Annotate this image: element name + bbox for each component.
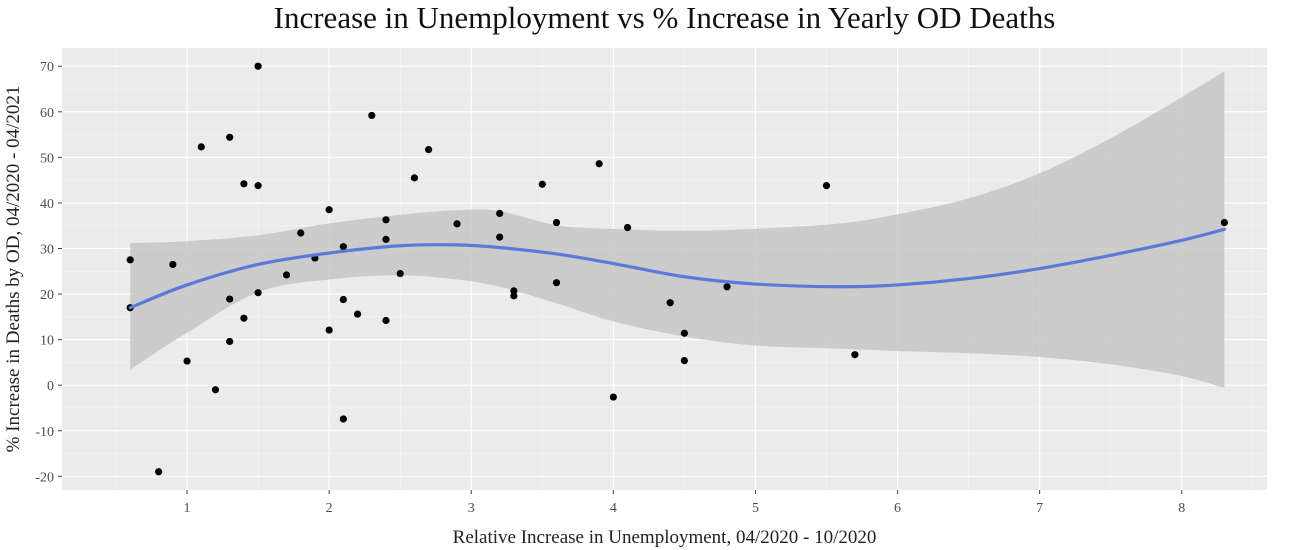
data-point [425, 146, 433, 154]
y-tick-label: -10 [35, 425, 54, 440]
data-point [723, 283, 731, 291]
smooth-line [128, 227, 1226, 310]
data-point [226, 133, 234, 141]
data-point [851, 351, 859, 359]
data-point [183, 357, 191, 365]
data-point [623, 223, 632, 232]
y-tick-label: 50 [40, 151, 54, 166]
data-point [325, 206, 333, 214]
data-point [609, 393, 617, 401]
data-point [226, 295, 234, 303]
data-point [211, 386, 220, 394]
data-point [282, 271, 291, 279]
x-axis-label: Relative Increase in Unemployment, 04/20… [452, 527, 877, 548]
data-point [297, 229, 305, 237]
data-point [382, 216, 390, 224]
x-tick-label: 8 [1178, 501, 1185, 516]
data-point [552, 218, 561, 227]
data-point [155, 468, 163, 476]
data-point [339, 295, 347, 304]
data-point [382, 235, 390, 243]
y-axis-label: % Increase in Deaths by OD, 04/2020 - 04… [3, 85, 24, 453]
data-point [325, 326, 333, 334]
data-point [353, 310, 362, 318]
data-point [339, 243, 347, 251]
y-tick-label: 30 [40, 242, 54, 257]
x-tick-label: 6 [894, 501, 901, 516]
x-tick-label: 1 [184, 501, 191, 516]
data-point [240, 314, 248, 322]
chart-title: Increase in Unemployment vs % Increase i… [273, 0, 1056, 35]
data-point [126, 256, 134, 264]
data-point [595, 160, 603, 168]
y-tick-label: 10 [40, 334, 54, 349]
data-point [169, 260, 177, 269]
data-point [680, 329, 688, 337]
data-point [496, 209, 504, 218]
x-tick-label: 5 [752, 501, 759, 516]
x-tick-label: 3 [468, 501, 475, 516]
x-tick-label: 4 [610, 501, 617, 516]
data-point [410, 174, 419, 182]
y-tick-label: 70 [40, 60, 54, 75]
data-point [822, 182, 831, 190]
data-point [510, 292, 518, 300]
y-tick-label: 60 [40, 106, 54, 121]
data-point [254, 289, 262, 297]
data-point [510, 287, 518, 295]
data-point [496, 233, 504, 241]
y-tick-label: 20 [40, 288, 54, 303]
data-point [197, 143, 205, 151]
data-point [240, 180, 248, 188]
y-tick-label: 0 [47, 379, 54, 394]
data-point [226, 337, 234, 346]
data-point [680, 356, 688, 365]
confidence-band [130, 71, 1225, 388]
data-point [368, 111, 376, 120]
y-tick-label: -20 [35, 470, 54, 485]
data-point [538, 180, 546, 188]
data-point [1220, 218, 1228, 227]
y-tick-label: 40 [40, 197, 54, 212]
data-point [254, 182, 262, 190]
data-point [453, 220, 461, 228]
x-tick-label: 7 [1036, 501, 1043, 516]
data-point [396, 269, 404, 278]
data-point [254, 62, 262, 70]
data-point [552, 279, 561, 287]
data-point [666, 299, 674, 307]
data-point [339, 415, 347, 423]
x-tick-label: 2 [326, 501, 333, 516]
data-point [382, 316, 390, 325]
